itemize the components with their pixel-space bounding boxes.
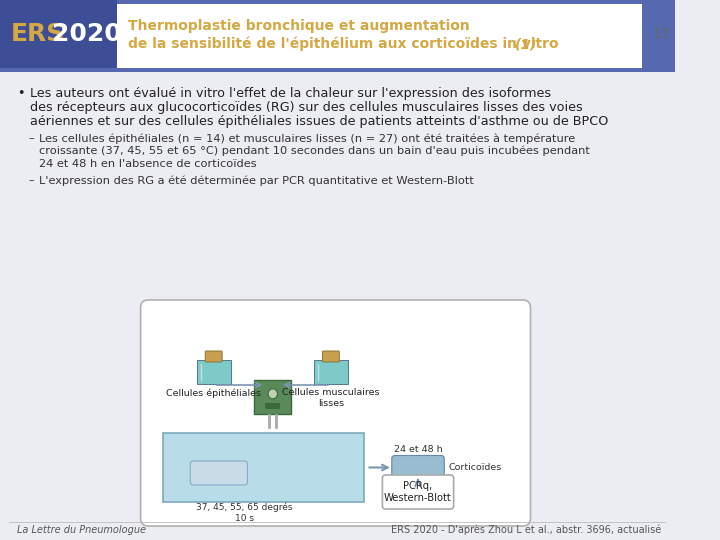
FancyBboxPatch shape xyxy=(163,433,364,502)
Text: Cellules musculaires
lisses: Cellules musculaires lisses xyxy=(282,388,379,408)
FancyBboxPatch shape xyxy=(323,351,339,362)
Text: 24 et 48 h: 24 et 48 h xyxy=(394,446,442,455)
FancyBboxPatch shape xyxy=(197,360,230,384)
FancyBboxPatch shape xyxy=(314,360,348,384)
FancyBboxPatch shape xyxy=(392,456,444,480)
FancyBboxPatch shape xyxy=(0,0,675,540)
Text: ERS: ERS xyxy=(12,22,66,46)
FancyBboxPatch shape xyxy=(190,461,248,485)
Text: croissante (37, 45, 55 et 65 °C) pendant 10 secondes dans un bain d'eau puis inc: croissante (37, 45, 55 et 65 °C) pendant… xyxy=(40,146,590,157)
FancyBboxPatch shape xyxy=(117,0,642,68)
Text: aériennes et sur des cellules épithéliales issues de patients atteints d'asthme : aériennes et sur des cellules épithélial… xyxy=(30,115,608,128)
FancyBboxPatch shape xyxy=(140,300,531,526)
FancyBboxPatch shape xyxy=(205,351,222,362)
Text: de la sensibilité de l'épithélium aux corticoïdes in vitro: de la sensibilité de l'épithélium aux co… xyxy=(128,37,564,51)
Text: Les auteurs ont évalué in vitro l'effet de la chaleur sur l'expression des isofo: Les auteurs ont évalué in vitro l'effet … xyxy=(30,87,551,100)
FancyBboxPatch shape xyxy=(382,475,454,509)
Text: L'expression des RG a été déterminée par PCR quantitative et Western-Blott: L'expression des RG a été déterminée par… xyxy=(40,175,474,186)
FancyBboxPatch shape xyxy=(0,0,675,68)
FancyBboxPatch shape xyxy=(117,0,642,4)
Text: •: • xyxy=(17,87,24,100)
Text: –: – xyxy=(28,175,34,185)
Text: Thermoplastie bronchique et augmentation: Thermoplastie bronchique et augmentation xyxy=(128,19,470,33)
Text: ERS 2020 - D'après Zhou L et al., abstr. 3696, actualisé: ERS 2020 - D'après Zhou L et al., abstr.… xyxy=(390,525,661,535)
Text: Les cellules épithéliales (n = 14) et musculaires lisses (n = 27) ont été traité: Les cellules épithéliales (n = 14) et mu… xyxy=(40,133,575,144)
Text: Cellules épithéliales: Cellules épithéliales xyxy=(166,388,261,397)
Text: –: – xyxy=(28,133,34,143)
FancyBboxPatch shape xyxy=(265,403,280,409)
Text: 37, 45, 55, 65 degrés
10 s: 37, 45, 55, 65 degrés 10 s xyxy=(197,502,293,523)
Text: Corticoïdes: Corticoïdes xyxy=(449,463,502,472)
FancyBboxPatch shape xyxy=(0,0,117,68)
Text: 24 et 48 h en l'absence de corticoïdes: 24 et 48 h en l'absence de corticoïdes xyxy=(40,159,257,169)
Text: PCRq,
Western-Blott: PCRq, Western-Blott xyxy=(384,481,452,503)
Text: des récepteurs aux glucocorticoïdes (RG) sur des cellules musculaires lisses des: des récepteurs aux glucocorticoïdes (RG)… xyxy=(30,101,582,114)
Text: (1): (1) xyxy=(515,37,537,51)
Circle shape xyxy=(268,389,277,399)
Text: La Lettre du Pneumologue: La Lettre du Pneumologue xyxy=(17,525,146,535)
Text: 17: 17 xyxy=(652,27,670,41)
FancyBboxPatch shape xyxy=(254,380,292,414)
FancyBboxPatch shape xyxy=(0,68,675,72)
Text: 2020: 2020 xyxy=(52,22,121,46)
